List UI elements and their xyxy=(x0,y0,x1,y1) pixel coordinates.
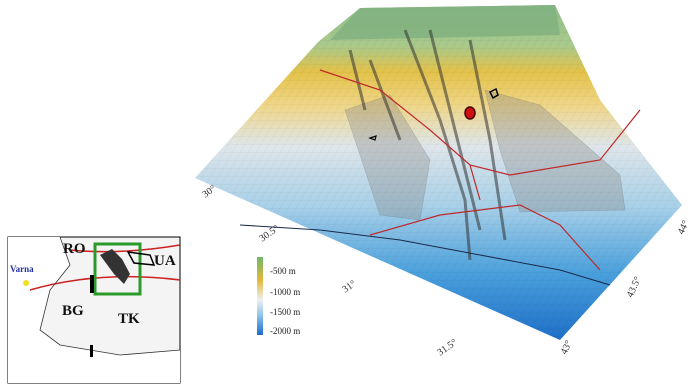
colorbar: -500 m -1000 m -1500 m -2000 m xyxy=(257,257,300,336)
inset-label: UA xyxy=(154,253,176,269)
lat-label: 43° xyxy=(559,339,575,356)
legend-label: -1500 m xyxy=(270,307,300,317)
terrain xyxy=(195,5,682,340)
inset-label: TK xyxy=(118,311,140,327)
figure: 30° 30.5° 31° 31.5° 44° 43.5° 43° -500 m… xyxy=(0,0,688,387)
inset-label: BG xyxy=(62,303,84,319)
inset-label: RO xyxy=(63,241,86,257)
legend-label: -2000 m xyxy=(270,326,300,336)
inset-label: Varna xyxy=(10,264,34,274)
legend-label: -1000 m xyxy=(270,287,300,297)
inset-map: RO UA Varna BG TK xyxy=(8,237,180,383)
lon-label: 31° xyxy=(340,278,358,295)
legend-label: -500 m xyxy=(270,266,296,276)
lon-label: 31.5° xyxy=(435,337,459,358)
lat-label: 44° xyxy=(676,219,688,236)
lat-label: 43.5° xyxy=(625,275,644,299)
